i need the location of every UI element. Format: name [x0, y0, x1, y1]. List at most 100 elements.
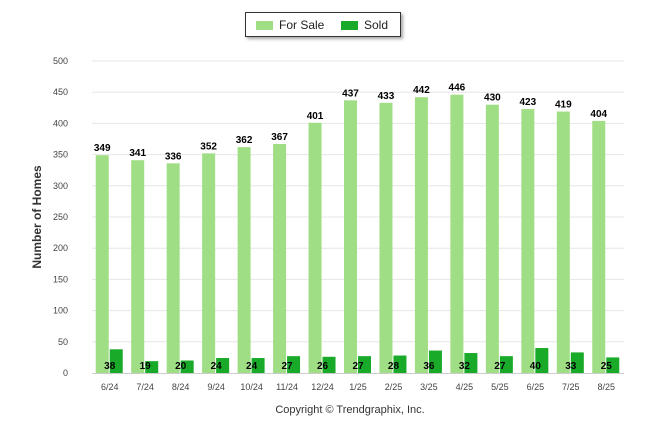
x-tick-label-7-25: 7/25: [562, 382, 580, 392]
y-tick-label: 150: [53, 274, 68, 284]
bar-sold-11-24: [287, 356, 301, 373]
x-tick-label-6-25: 6/25: [527, 382, 545, 392]
y-tick-label: 100: [53, 306, 68, 316]
data-labels: 349 38 341 19 336 20 352 24 362 24 367 27 401 26 437 27…: [94, 83, 612, 372]
bar-sold-8-25: [606, 357, 620, 373]
data-label-sold-7-24: 19: [140, 361, 152, 372]
data-label-for-sale-8-24: 336: [165, 151, 182, 162]
bar-for-sale-7-25: [556, 111, 570, 373]
x-tick-label-1-25: 1/25: [349, 382, 367, 392]
data-label-for-sale-7-25: 419: [555, 100, 572, 111]
x-tick-label-6-24: 6/24: [101, 382, 119, 392]
x-tick-label-8-25: 8/25: [598, 382, 616, 392]
bar-sold-10-24: [251, 358, 265, 373]
data-label-for-sale-10-24: 362: [236, 135, 253, 146]
y-axis-ticks: 0 50 100 150 200 250 300 350 400 450 500: [53, 56, 68, 378]
x-tick-label-4-25: 4/25: [456, 382, 474, 392]
bar-for-sale-6-24: [95, 155, 109, 373]
data-label-for-sale-7-24: 341: [129, 148, 146, 159]
bar-sold-7-24: [145, 361, 159, 373]
y-tick-label: 50: [58, 337, 68, 347]
y-tick-label: 500: [53, 56, 68, 66]
y-tick-label: 350: [53, 150, 68, 160]
chart-legend: For Sale Sold: [245, 12, 401, 37]
bar-sold-7-25: [570, 352, 584, 373]
bar-for-sale-2-25: [379, 102, 393, 374]
bar-sold-6-25: [535, 348, 549, 373]
bar-for-sale-1-25: [344, 100, 357, 373]
copyright-text: Copyright © Trendgraphix, Inc.: [275, 404, 424, 416]
bar-for-sale-6-25: [521, 109, 535, 373]
data-label-sold-7-25: 33: [565, 361, 577, 372]
y-tick-label: 300: [53, 181, 68, 191]
gridlines: [92, 60, 624, 343]
y-tick-label: 450: [53, 87, 68, 97]
y-tick-label: 250: [53, 212, 68, 222]
bar-sold-2-25: [393, 355, 407, 373]
data-label-sold-8-24: 20: [175, 361, 187, 372]
legend-label-sold: Sold: [364, 18, 389, 32]
x-tick-label-7-24: 7/24: [136, 382, 154, 392]
data-label-sold-4-25: 32: [459, 361, 471, 372]
x-axis-ticks: 6/24 7/24 8/24 9/24 10/24 11/24 12/24 1/25 2/25 3…: [101, 382, 615, 392]
data-label-sold-11-24: 27: [282, 361, 294, 372]
bar-sold-1-25: [358, 356, 371, 373]
x-tick-label-3-25: 3/25: [420, 382, 438, 392]
bar-sold-6-24: [109, 349, 123, 373]
x-tick-label-2-25: 2/25: [385, 382, 403, 392]
data-label-sold-6-24: 38: [104, 361, 116, 372]
data-label-for-sale-6-25: 423: [519, 97, 536, 108]
data-label-for-sale-1-25: 437: [342, 88, 359, 99]
legend-item-sold[interactable]: Sold: [341, 19, 388, 31]
bar-sold-5-25: [499, 356, 513, 373]
data-label-for-sale-5-25: 430: [484, 93, 501, 104]
data-label-for-sale-3-25: 442: [413, 85, 430, 96]
bar-sold-4-25: [464, 353, 478, 373]
data-label-sold-5-25: 27: [494, 361, 506, 372]
data-label-sold-2-25: 28: [388, 361, 400, 372]
legend-swatch-for-sale: [256, 20, 273, 30]
y-tick-label: 200: [53, 243, 68, 253]
legend-label-for-sale: For Sale: [279, 18, 325, 32]
data-label-for-sale-6-24: 349: [94, 143, 111, 154]
data-label-sold-9-24: 24: [211, 361, 223, 372]
bar-for-sale-10-24: [237, 147, 251, 373]
bar-for-sale-8-25: [592, 120, 606, 374]
x-tick-label-12-24: 12/24: [311, 382, 334, 392]
data-label-for-sale-12-24: 401: [307, 111, 324, 122]
bar-for-sale-7-24: [131, 160, 145, 373]
legend-swatch-sold: [341, 20, 358, 30]
data-label-for-sale-4-25: 446: [449, 83, 466, 94]
bars: [95, 94, 620, 374]
data-label-for-sale-8-25: 404: [590, 109, 607, 120]
data-label-sold-12-24: 26: [317, 361, 329, 372]
data-label-sold-3-25: 36: [423, 361, 435, 372]
y-tick-label: 0: [63, 368, 68, 378]
bar-for-sale-4-25: [450, 94, 464, 374]
x-tick-label-5-25: 5/25: [491, 382, 509, 392]
bar-sold-8-24: [180, 360, 194, 373]
x-tick-label-11-24: 11/24: [276, 382, 298, 392]
data-label-for-sale-9-24: 352: [200, 141, 217, 152]
data-label-sold-8-25: 25: [601, 361, 613, 372]
y-axis-title: Number of Homes: [30, 165, 44, 269]
data-label-for-sale-11-24: 367: [271, 132, 288, 143]
bar-for-sale-3-25: [414, 97, 428, 373]
data-label-sold-10-24: 24: [246, 361, 258, 372]
bar-sold-12-24: [322, 356, 336, 373]
bar-for-sale-5-25: [485, 104, 499, 374]
bar-for-sale-8-24: [166, 163, 180, 373]
y-tick-label: 400: [53, 118, 68, 128]
data-label-sold-6-25: 40: [530, 361, 542, 372]
legend-item-for-sale[interactable]: For Sale: [256, 19, 324, 31]
data-label-for-sale-2-25: 433: [378, 91, 395, 102]
bar-for-sale-9-24: [202, 153, 216, 373]
x-tick-label-9-24: 9/24: [207, 382, 225, 392]
x-tick-label-10-24: 10/24: [240, 382, 263, 392]
bar-for-sale-11-24: [273, 143, 287, 373]
x-tick-label-8-24: 8/24: [172, 382, 190, 392]
bar-sold-9-24: [216, 358, 230, 373]
bar-for-sale-12-24: [308, 122, 322, 373]
